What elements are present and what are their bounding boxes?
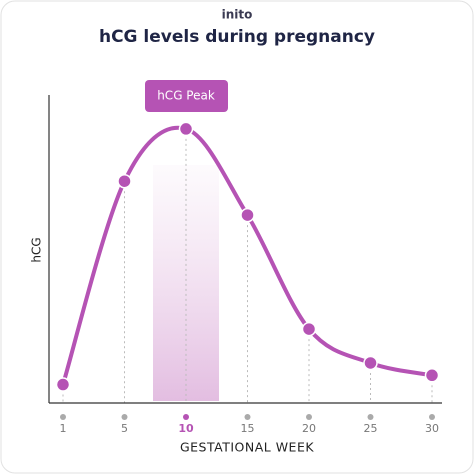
x-tick [60,414,66,420]
x-tick [121,414,128,420]
x-axis-label: GESTATIONAL WEEK [180,440,314,455]
annotation-label: hCG Peak [157,89,215,103]
point [424,368,440,383]
x-tick-label: 20 [302,422,316,435]
point [240,207,255,223]
point [117,173,132,189]
point [363,355,378,371]
annotation-box [145,80,228,112]
brand: inito [222,8,253,22]
point [55,377,71,392]
x-tick-label: 30 [425,422,439,435]
x-tick [367,414,374,420]
x-tick [306,414,312,420]
plot-area: hCG Peak [55,80,440,403]
line [61,125,434,387]
point [301,321,317,337]
chart-title: hCG levels during pregnancy [99,27,375,47]
x-tick-label: 5 [121,422,128,435]
x-tick [183,414,189,420]
point [178,121,194,137]
x-tick-label: 25 [364,422,378,435]
y-axis-label: hCG [30,237,44,262]
x-tick [429,414,435,420]
x-tick-label: 1 [60,422,67,435]
x-tick-label: 10 [178,422,194,435]
x-tick-label: 15 [241,422,255,435]
x-tick [244,414,251,420]
